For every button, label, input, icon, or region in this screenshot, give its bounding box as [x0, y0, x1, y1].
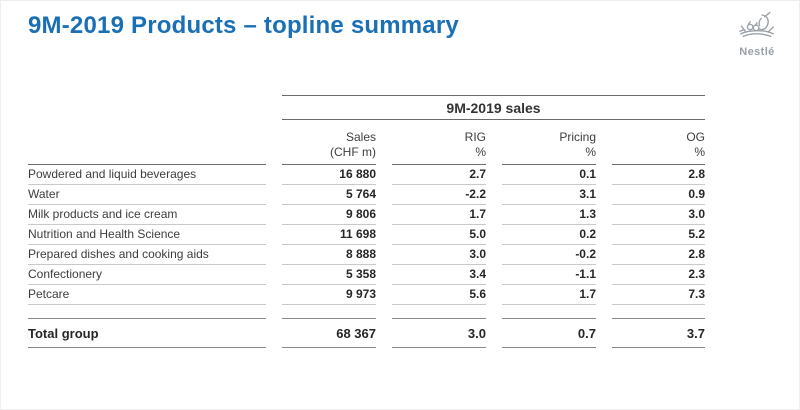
column-header-rig: RIG %: [392, 120, 486, 165]
row-sales: 11 698: [282, 225, 376, 245]
total-row: Total group 68 367 3.0 0.7 3.7: [28, 318, 705, 348]
row-label: Powdered and liquid beverages: [28, 165, 266, 185]
row-og: 7.3: [612, 285, 705, 305]
row-og: 5.2: [612, 225, 705, 245]
row-sales: 5 764: [282, 185, 376, 205]
column-header-sub: (CHF m): [330, 145, 376, 159]
row-pricing: 0.2: [502, 225, 596, 245]
row-pricing: 1.3: [502, 205, 596, 225]
row-rig: 5.6: [392, 285, 486, 305]
total-og: 3.7: [612, 318, 705, 348]
column-header-sub: %: [475, 145, 486, 159]
column-header-og: OG %: [612, 120, 705, 165]
row-sales: 9 806: [282, 205, 376, 225]
column-header-label: RIG: [464, 130, 486, 144]
row-label: Prepared dishes and cooking aids: [28, 245, 266, 265]
column-header-label: Sales: [345, 130, 376, 144]
nestle-logo: Nestlé: [728, 9, 786, 58]
row-sales: 5 358: [282, 265, 376, 285]
nestle-nest-icon: [736, 9, 778, 45]
total-rig: 3.0: [392, 318, 486, 348]
table-row: Prepared dishes and cooking aids 8 888 3…: [28, 245, 705, 265]
table-row: Confectionery 5 358 3.4 -1.1 2.3: [28, 265, 705, 285]
column-header-pricing: Pricing %: [502, 120, 596, 165]
table-row: Petcare 9 973 5.6 1.7 7.3: [28, 285, 705, 305]
row-og: 2.3: [612, 265, 705, 285]
row-og: 2.8: [612, 245, 705, 265]
row-rig: 5.0: [392, 225, 486, 245]
page-title: 9M-2019 Products – topline summary: [28, 12, 459, 39]
row-rig: 3.0: [392, 245, 486, 265]
column-header-label: OG: [686, 130, 705, 144]
total-row-gap: [28, 305, 705, 318]
column-header-sales: Sales (CHF m): [282, 120, 376, 165]
table-row: Powdered and liquid beverages 16 880 2.7…: [28, 165, 705, 185]
column-header-label: Pricing: [559, 130, 596, 144]
table-group-header-row: 9M-2019 sales: [28, 95, 705, 120]
column-header-sub: %: [585, 145, 596, 159]
row-label: Milk products and ice cream: [28, 205, 266, 225]
row-label: Petcare: [28, 285, 266, 305]
row-og: 2.8: [612, 165, 705, 185]
row-pricing: 0.1: [502, 165, 596, 185]
row-pricing: -0.2: [502, 245, 596, 265]
row-sales: 16 880: [282, 165, 376, 185]
row-sales: 8 888: [282, 245, 376, 265]
table-column-header-row: Sales (CHF m) RIG % Pricing % OG %: [28, 120, 705, 165]
row-label: Water: [28, 185, 266, 205]
row-label: Nutrition and Health Science: [28, 225, 266, 245]
total-sales: 68 367: [282, 318, 376, 348]
sales-table: 9M-2019 sales Sales (CHF m) RIG % Pricin…: [28, 95, 705, 348]
row-rig: 3.4: [392, 265, 486, 285]
column-header-products: [28, 120, 266, 165]
table-group-header: 9M-2019 sales: [282, 95, 705, 120]
table-row: Nutrition and Health Science 11 698 5.0 …: [28, 225, 705, 245]
spacer-cell: [28, 95, 266, 120]
row-pricing: 3.1: [502, 185, 596, 205]
total-label: Total group: [28, 318, 266, 348]
table-row: Water 5 764 -2.2 3.1 0.9: [28, 185, 705, 205]
total-pricing: 0.7: [502, 318, 596, 348]
row-rig: 2.7: [392, 165, 486, 185]
row-rig: 1.7: [392, 205, 486, 225]
column-header-sub: %: [694, 145, 705, 159]
row-pricing: 1.7: [502, 285, 596, 305]
row-og: 0.9: [612, 185, 705, 205]
row-rig: -2.2: [392, 185, 486, 205]
row-label: Confectionery: [28, 265, 266, 285]
row-og: 3.0: [612, 205, 705, 225]
table-row: Milk products and ice cream 9 806 1.7 1.…: [28, 205, 705, 225]
row-sales: 9 973: [282, 285, 376, 305]
nestle-wordmark: Nestlé: [739, 46, 775, 58]
row-pricing: -1.1: [502, 265, 596, 285]
